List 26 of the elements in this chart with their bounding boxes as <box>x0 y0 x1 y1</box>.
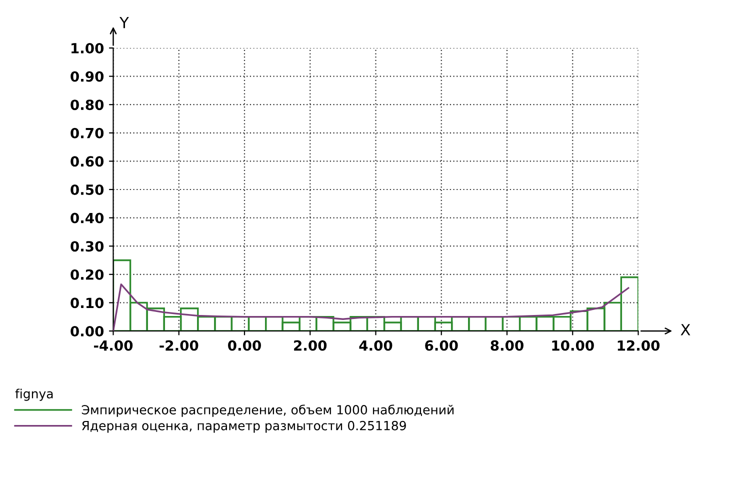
y-tick-label: 0.20 <box>70 269 104 280</box>
legend-label: Ядерная оценка, параметр размытости 0.251189 <box>82 420 406 433</box>
y-tick-label: 0.00 <box>70 326 104 336</box>
x-tick-label: 2.00 <box>294 340 327 351</box>
y-tick-label: 0.30 <box>70 241 104 252</box>
x-tick-label: 4.00 <box>359 340 392 351</box>
y-tick-label: 0.80 <box>70 100 104 110</box>
x-tick-label: 0.00 <box>228 340 261 351</box>
y-axis-title: Y <box>120 17 129 28</box>
y-tick-label: 1.00 <box>72 42 104 54</box>
legend-label: Эмпирическое распределение, объем 1000 наблюдений <box>82 404 454 417</box>
y-tick-label: 0.70 <box>70 128 104 138</box>
legend-title: fignya <box>15 388 53 401</box>
y-tick-label: 0.90 <box>70 71 104 82</box>
x-tick-label: -4.00 <box>94 340 133 351</box>
y-tick-label: 0.10 <box>70 298 104 308</box>
line-series <box>113 283 630 331</box>
x-tick-label: 12.00 <box>618 340 660 351</box>
x-tick-label: 6.00 <box>425 340 458 351</box>
y-tick-label: 0.60 <box>70 156 104 167</box>
x-tick-label: -2.00 <box>160 340 198 351</box>
x-axis-title: X <box>680 324 690 336</box>
y-tick-label: 0.40 <box>70 212 104 224</box>
y-tick-label: 0.50 <box>70 184 104 195</box>
x-tick-label: 10.00 <box>552 340 594 351</box>
x-tick-label: 8.00 <box>490 340 524 351</box>
